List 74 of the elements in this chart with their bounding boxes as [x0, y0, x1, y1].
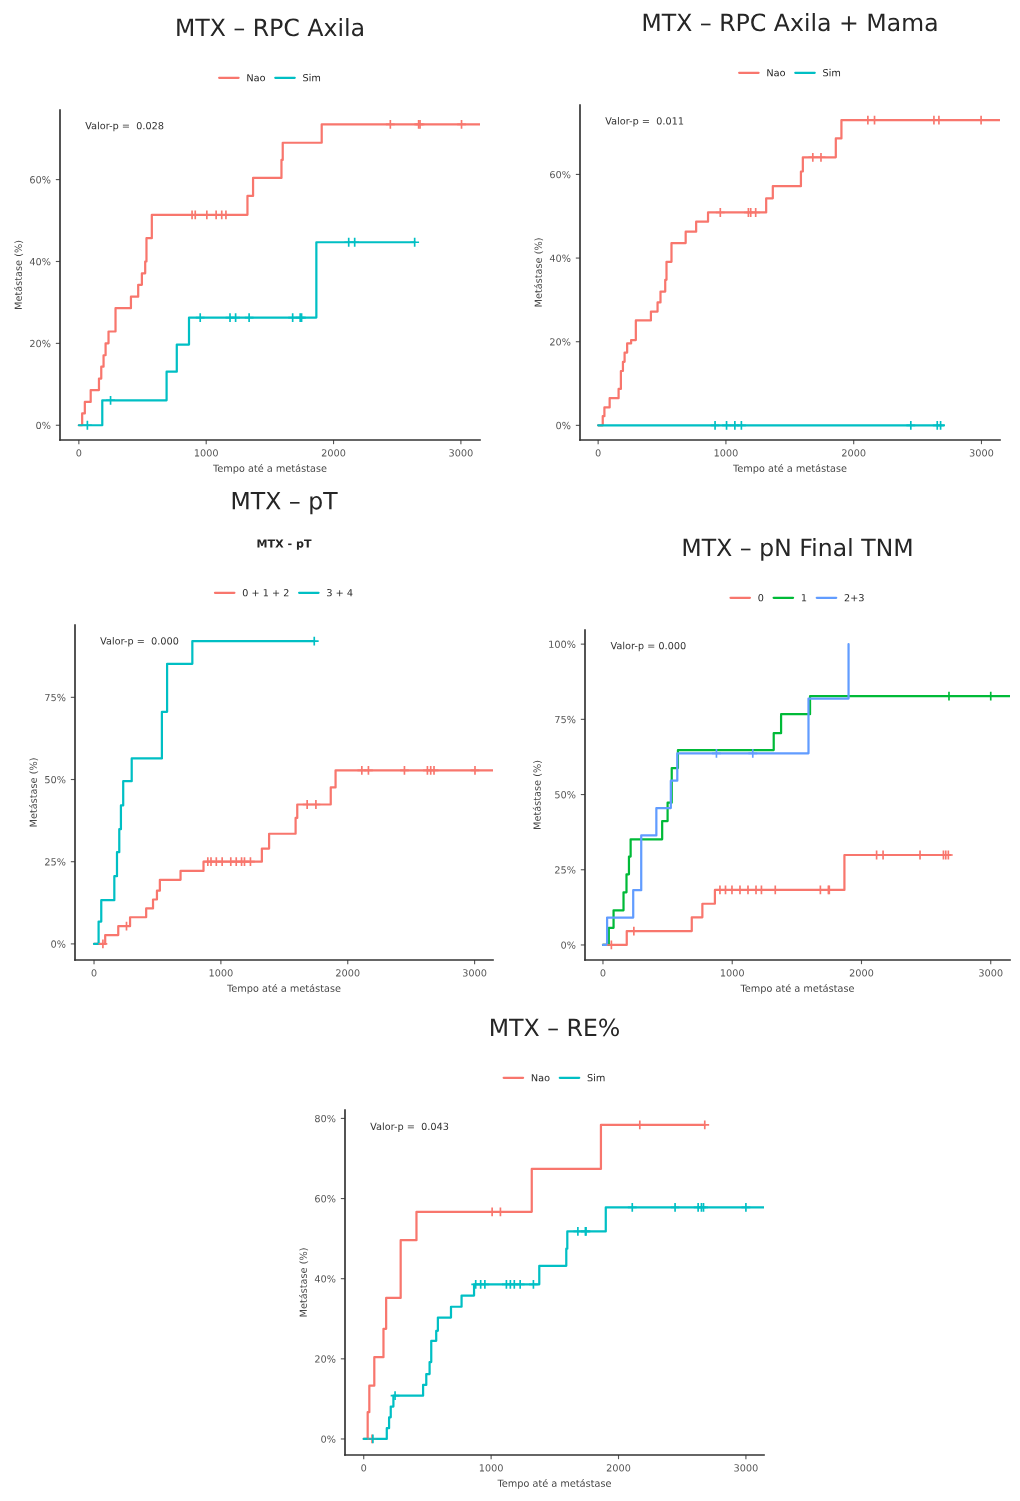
x-tick-label: 3000	[734, 1464, 758, 1472]
chart-title: MTX – pN Final TNM	[683, 538, 912, 561]
y-tick-label: 20%	[315, 1355, 336, 1363]
y-tick-label: 0%	[321, 1435, 336, 1443]
annotation: Valor-p = 0.043	[370, 1122, 449, 1132]
y-tick-label: 20%	[550, 338, 571, 346]
annotation: Valor-p = 0.028	[85, 121, 164, 132]
chart-title: MTX – pT	[232, 492, 338, 515]
legend-label: 2+3	[844, 594, 864, 602]
y-axis-title: Metástase (%)	[29, 758, 39, 827]
x-tick-label: 1000	[714, 449, 738, 457]
x-tick-label: 0	[595, 449, 601, 457]
y-axis-title: Metástase (%)	[299, 1248, 309, 1317]
chart-title: MTX – RPC Axila	[177, 18, 363, 37]
x-tick-label: 0	[600, 969, 606, 977]
y-tick-label: 80%	[315, 1114, 336, 1123]
y-tick-label: 0%	[556, 421, 571, 430]
legend-label: 1	[801, 594, 807, 602]
x-axis-title: Tempo até a metástase	[213, 463, 327, 474]
y-tick-label: 25%	[45, 858, 66, 866]
chart-title: MTX – RPC Axila + Mama	[643, 13, 937, 32]
x-tick-label: 0	[91, 969, 97, 977]
y-tick-label: 75%	[45, 693, 66, 702]
x-tick-label: 1000	[720, 969, 744, 977]
y-axis-title: Metástase (%)	[532, 760, 542, 830]
legend-label: Sim	[587, 1073, 605, 1082]
y-tick-label: 0%	[51, 940, 66, 948]
y-tick-label: 20%	[30, 339, 51, 348]
y-axis-title: Metástase (%)	[14, 240, 24, 310]
y-tick-label: 75%	[555, 715, 576, 724]
annotation: Valor-p = 0.011	[605, 117, 684, 127]
annotation: Valor-p = 0.000	[610, 641, 686, 652]
x-tick-label: 2000	[321, 449, 346, 457]
y-tick-label: 40%	[314, 1275, 336, 1283]
y-tick-label: 0%	[36, 421, 51, 430]
x-tick-label: 3000	[969, 449, 994, 457]
x-tick-label: 2000	[336, 969, 360, 977]
y-axis-title: Metástase (%)	[534, 238, 544, 307]
x-axis-title: Tempo até a metástase	[733, 463, 847, 474]
x-axis-title: Tempo até a metástase	[497, 1478, 611, 1489]
y-tick-label: 60%	[550, 170, 571, 179]
legend-label: Nao	[531, 1074, 550, 1082]
annotation: Valor-p = 0.000	[100, 637, 179, 647]
legend-label: 0	[758, 594, 764, 602]
y-tick-label: 25%	[555, 866, 576, 874]
x-axis-title: Tempo até a metástase	[740, 983, 854, 994]
x-tick-label: 1000	[479, 1464, 503, 1472]
y-tick-label: 0%	[561, 941, 576, 949]
legend-label: Nao	[247, 74, 266, 82]
x-tick-label: 3000	[979, 969, 1003, 977]
y-tick-label: 50%	[45, 775, 66, 784]
x-tick-label: 1000	[194, 449, 218, 457]
chart-subtitle: MTX - pT	[257, 539, 312, 550]
y-tick-label: 40%	[549, 254, 571, 262]
x-tick-label: 2000	[606, 1464, 631, 1472]
y-tick-label: 100%	[549, 640, 576, 648]
y-tick-label: 50%	[555, 791, 576, 799]
legend-label: 0 + 1 + 2	[242, 589, 289, 597]
x-tick-label: 2000	[842, 449, 866, 457]
x-tick-label: 1000	[209, 969, 233, 977]
legend-label: Sim	[823, 68, 841, 77]
legend-label: Sim	[303, 73, 321, 82]
legend-label: Nao	[767, 69, 786, 77]
y-tick-label: 60%	[30, 176, 51, 184]
x-tick-label: 2000	[849, 969, 874, 977]
chart-title: MTX – RE%	[491, 1018, 619, 1037]
legend-label: 3 + 4	[327, 589, 353, 597]
x-tick-label: 0	[361, 1464, 367, 1472]
x-tick-label: 3000	[449, 449, 473, 457]
y-tick-label: 40%	[29, 257, 51, 266]
x-tick-label: 3000	[462, 969, 487, 977]
x-axis-title: Tempo até a metástase	[227, 983, 341, 994]
y-tick-label: 60%	[315, 1195, 336, 1203]
x-tick-label: 0	[76, 449, 82, 457]
